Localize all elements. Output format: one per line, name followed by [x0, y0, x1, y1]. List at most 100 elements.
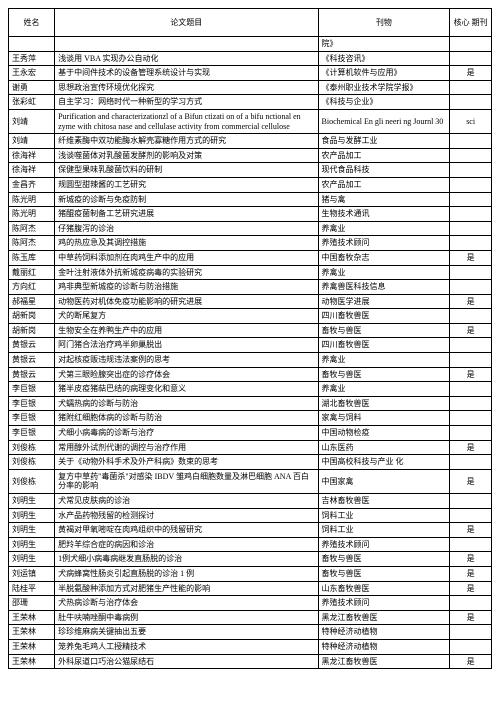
cell-journal: 特种经济动植物 — [318, 639, 450, 654]
cell-title: 猪半皮疫猪萜巴结的病理变化和意义 — [55, 382, 318, 397]
cell-journal: 养殖技术顾问 — [318, 596, 450, 611]
cell-journal: 畜牧与兽医 — [318, 323, 450, 338]
table-row: 刘明生肥羚羊综合症的病因和诊治养殖技术顾问 — [9, 537, 492, 552]
cell-title: 思想政治宣传环境优化探究 — [55, 80, 318, 95]
table-row: 王永宏基于中间件技术的设备管理系统设计与实现《计算机软件与应用》是 — [9, 66, 492, 81]
cell-name: 刘明生 — [9, 494, 55, 509]
table-row: 刘俊栋常用醇外试剂代谢的调控与治疗作用山东医药是 — [9, 440, 492, 455]
table-row: 胡新岗生物安全在养鸭生产中的应用畜牧与兽医是 — [9, 323, 492, 338]
cell-name: 陈光明 — [9, 192, 55, 207]
cell-title: 犬热病诊断与治疗体会 — [55, 596, 318, 611]
cell-name: 刘俊栋 — [9, 455, 55, 470]
table-row: 郝福星动物医药对机体免疫功能影响的研究进展动物医学进展是 — [9, 294, 492, 309]
cell-core — [450, 494, 492, 509]
cell-title: 中草药饲料添加剂在肉鸡生产中的应用 — [55, 250, 318, 265]
cell-journal: 《科技咨讯》 — [318, 51, 450, 66]
cell-core: 是 — [450, 581, 492, 596]
cell-name: 黄银云 — [9, 353, 55, 368]
table-row: 刘明生犬常见皮肤病的诊治吉林畜牧兽医 — [9, 494, 492, 509]
table-row: 院》 — [9, 37, 492, 52]
paper-table: 姓名 论文题目 刊物 核心 期刊 院》王秀萍浅谈用 VBA 实现办公自动化《科技… — [8, 8, 492, 669]
header-journal: 刊物 — [318, 9, 450, 37]
table-header-row: 姓名 论文题目 刊物 核心 期刊 — [9, 9, 492, 37]
cell-core — [450, 455, 492, 470]
header-title: 论文题目 — [55, 9, 318, 37]
cell-title: 外科尿道口巧治公猫尿结石 — [55, 654, 318, 669]
table-row: 王荣林肚牛呋喃唑酮中毒病例黑龙江畜牧兽医是 — [9, 610, 492, 625]
cell-journal: 黑龙江畜牧兽医 — [318, 654, 450, 669]
cell-journal: 四川畜牧兽医 — [318, 338, 450, 353]
cell-core: 是 — [450, 566, 492, 581]
table-row: 刘俊栋复方中草药"毒菌杀"对感染 IBDV 雏鸡白细胞数量及淋巴细胞 ANA 百… — [9, 469, 492, 493]
cell-journal: 《计算机软件与应用》 — [318, 66, 450, 81]
table-row: 王荣林珍珍维麻病关键抽出五要特种经济动植物 — [9, 625, 492, 640]
cell-journal: 农产品加工 — [318, 148, 450, 163]
cell-core — [450, 192, 492, 207]
cell-journal: 养殖技术顾问 — [318, 537, 450, 552]
cell-core — [450, 80, 492, 95]
cell-name: 陈玉库 — [9, 250, 55, 265]
cell-title: 犬常见皮肤病的诊治 — [55, 494, 318, 509]
table-row: 陆桂平半脱氨酸种添加方式对肥猪生产性能的影响山东畜牧兽医是 — [9, 581, 492, 596]
cell-title: 金叶注射液体外抗新城疫病毒的实验研究 — [55, 265, 318, 280]
cell-core: 是 — [450, 440, 492, 455]
cell-name: 陈阿杰 — [9, 221, 55, 236]
table-row: 刘俊栋关于《动物外科手术及外产科病》数束的思考中国高校科技与产业 化 — [9, 455, 492, 470]
cell-journal: 饲料工业 — [318, 508, 450, 523]
cell-journal: 生物技术通讯 — [318, 207, 450, 222]
cell-name: 王荣林 — [9, 639, 55, 654]
table-row: 陈阿杰仔猪腹泻的诊治养禽业 — [9, 221, 492, 236]
cell-journal: 农产品加工 — [318, 177, 450, 192]
cell-journal: 山东医药 — [318, 440, 450, 455]
cell-core: 是 — [450, 654, 492, 669]
header-core: 核心 期刊 — [450, 9, 492, 37]
table-row: 陈光明猪醌疫菌制备工艺研究进展生物技术通讯 — [9, 207, 492, 222]
cell-core — [450, 37, 492, 52]
cell-title: Purification and characterizationzl of a… — [55, 109, 318, 133]
cell-core — [450, 338, 492, 353]
cell-journal: 《泰州职业技术学院学报》 — [318, 80, 450, 95]
cell-name: 胡新岗 — [9, 323, 55, 338]
cell-core — [450, 163, 492, 178]
cell-journal: 养禽兽医科技信息 — [318, 280, 450, 295]
cell-title: 犬细小病毒病的诊断与治疗 — [55, 426, 318, 441]
cell-core — [450, 236, 492, 251]
cell-journal: 养殖技术顾问 — [318, 236, 450, 251]
cell-title: 保健型果味乳酸菌饮料的研制 — [55, 163, 318, 178]
cell-core — [450, 134, 492, 149]
cell-name: 方向红 — [9, 280, 55, 295]
cell-title: 关于《动物外科手术及外产科病》数束的思考 — [55, 455, 318, 470]
cell-core — [450, 426, 492, 441]
cell-title: 浅谈用 VBA 实现办公自动化 — [55, 51, 318, 66]
cell-journal: 养禽业 — [318, 221, 450, 236]
cell-title: 猪醌疫菌制备工艺研究进展 — [55, 207, 318, 222]
table-row: 李巨银猪半皮疫猪萜巴结的病理变化和意义养禽业 — [9, 382, 492, 397]
cell-title: 浅谈噬菌体对乳酸菌发酵剂的影响及对策 — [55, 148, 318, 163]
table-row: 李巨银猪附红细胞体病的诊断与防治家禽与饲料 — [9, 411, 492, 426]
table-row: 刘靖Purification and characterizationzl of… — [9, 109, 492, 133]
cell-name: 王荣林 — [9, 610, 55, 625]
cell-core — [450, 353, 492, 368]
cell-journal: 家禽与饲料 — [318, 411, 450, 426]
table-row: 刘明生水产品药物残留的检测探讨饲料工业 — [9, 508, 492, 523]
table-row: 王荣林外科尿道口巧治公猫尿结石黑龙江畜牧兽医是 — [9, 654, 492, 669]
table-row: 刘明生黄褐对甲氧嘧啶在肉鸡组织中的残留研究饲料工业是 — [9, 523, 492, 538]
cell-name: 郝福星 — [9, 294, 55, 309]
cell-name: 胡新岗 — [9, 309, 55, 324]
cell-core — [450, 508, 492, 523]
cell-core: 是 — [450, 552, 492, 567]
cell-journal: 吉林畜牧兽医 — [318, 494, 450, 509]
cell-core — [450, 537, 492, 552]
cell-name: 李巨银 — [9, 382, 55, 397]
cell-title: 自主学习：网络时代一种新型的学习方式 — [55, 95, 318, 110]
cell-journal: 现代食品科技 — [318, 163, 450, 178]
cell-title — [55, 37, 318, 52]
cell-name: 邵珊 — [9, 596, 55, 611]
cell-journal: 特种经济动植物 — [318, 625, 450, 640]
cell-title: 犬病蜂窝性肠炎引起直肠脱的诊治 1 例 — [55, 566, 318, 581]
table-row: 李巨银犬细小病毒病的诊断与治疗中国动物检疫 — [9, 426, 492, 441]
cell-core — [450, 396, 492, 411]
cell-name: 李巨银 — [9, 396, 55, 411]
table-row: 黄银云对起核疫贩违规违法案例的思考养禽业 — [9, 353, 492, 368]
table-row: 王荣林笼养兔毛鸡人工授精技术特种经济动植物 — [9, 639, 492, 654]
